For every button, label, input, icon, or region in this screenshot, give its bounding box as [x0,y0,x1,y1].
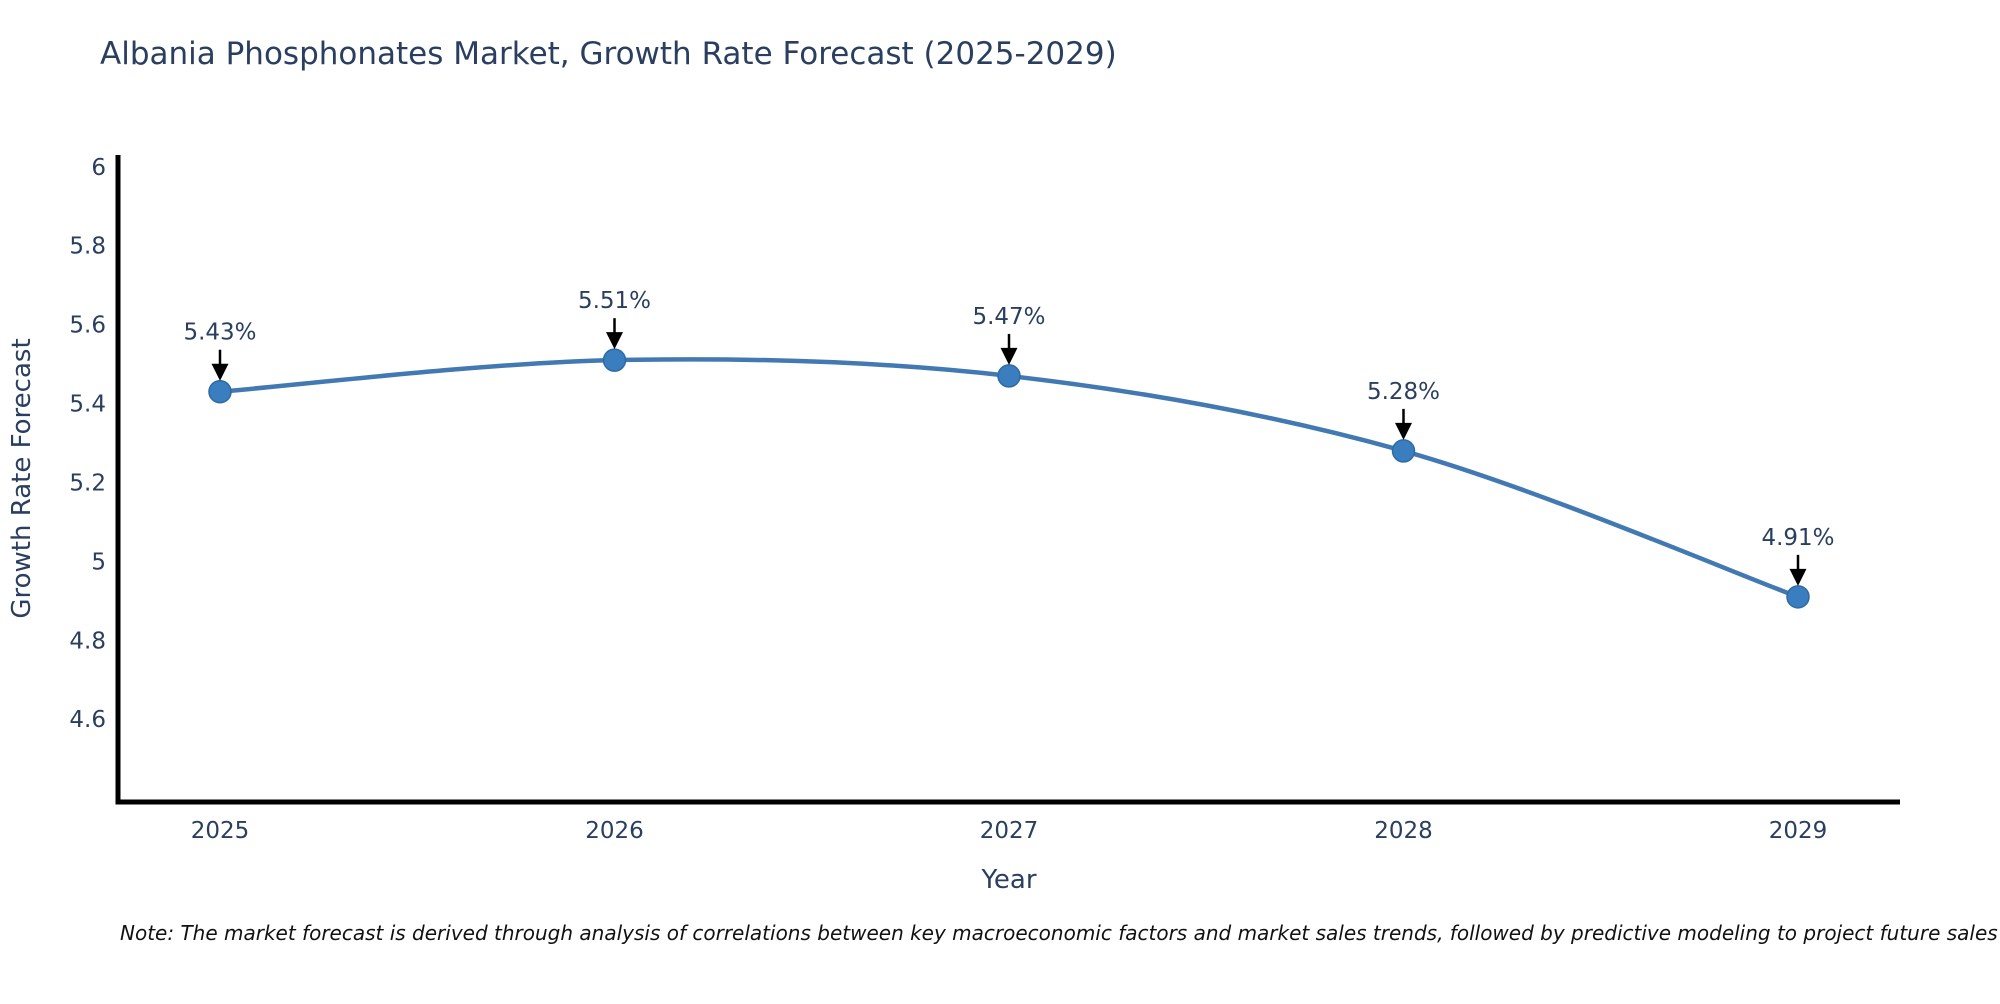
data-point-2027 [997,364,1021,388]
y-axis-title: Growth Rate Forecast [7,338,37,618]
annotation-label: 5.47% [972,304,1045,330]
y-tick-label: 5.8 [69,234,106,260]
y-tick-label: 5 [91,549,106,575]
annotation-arrowhead [1395,422,1412,440]
chart-title: Albania Phosphonates Market, Growth Rate… [100,36,1117,72]
y-tick-label: 5.2 [69,470,106,496]
x-axis-title: Year [980,865,1036,895]
x-tick-label: 2027 [980,818,1039,844]
annotation-label: 4.91% [1761,525,1834,551]
annotation-arrowhead [1000,347,1018,365]
x-tick-label: 2028 [1374,818,1433,844]
y-tick-label: 5.6 [69,313,106,339]
x-tick-label: 2029 [1769,818,1828,844]
data-point-2026 [602,348,627,372]
annotation-label: 5.43% [183,320,256,346]
x-tick-label: 2025 [191,818,250,844]
data-point-2025 [208,379,232,404]
x-tick-label: 2026 [585,818,644,844]
annotation-label: 5.28% [1367,379,1440,405]
annotation-label: 5.51% [578,288,651,314]
annotation-arrowhead [1789,568,1807,586]
annotation-arrowhead [211,363,229,381]
data-point-2028 [1391,439,1416,463]
y-tick-label: 5.4 [69,392,106,418]
data-point-2029 [1786,585,1810,609]
y-tick-label: 4.8 [69,628,106,654]
y-tick-label: 4.6 [69,707,106,733]
trend-line [217,357,1801,600]
annotation-arrowhead [606,332,623,350]
footnote: Note: The market forecast is derived thr… [120,921,1998,945]
y-tick-label: 6 [91,155,106,181]
